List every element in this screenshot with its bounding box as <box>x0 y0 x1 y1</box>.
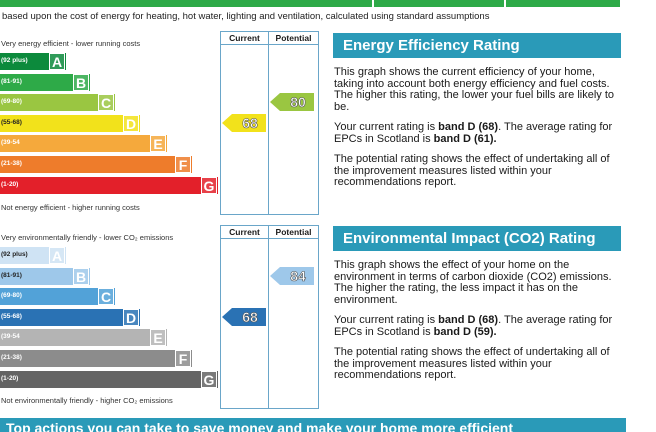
current-rating-arrow: 68 <box>222 307 266 326</box>
panel-paragraph-1: This graph shows the current efficiency … <box>334 66 615 113</box>
band-letter: B <box>73 73 89 91</box>
text-run: Your current rating is <box>334 314 439 326</box>
current-rating-value: 68 <box>242 114 258 131</box>
band-range: (39-54 <box>1 333 20 341</box>
chart-frame: Current Potential <box>220 31 319 215</box>
average-band-text: band D (59). <box>433 325 497 338</box>
text-run: Your current rating is <box>334 121 439 133</box>
rating-band-d: (55-68) D <box>0 114 140 132</box>
band-range: (69-80) <box>1 292 22 300</box>
chart-bottom-label: Not environmentally friendly - higher CO… <box>1 396 173 405</box>
arrow-shape <box>222 113 266 132</box>
band-range: (39-54 <box>1 139 20 147</box>
panel-title: Environmental Impact (CO2) Rating <box>333 226 621 251</box>
intro-text: based upon the cost of energy for heatin… <box>2 11 490 22</box>
top-color-strip <box>0 0 656 8</box>
rating-band-b: (81-91) B <box>0 267 90 285</box>
band-range: (92 plus) <box>1 57 28 64</box>
rating-band-b: (81-91) B <box>0 73 90 91</box>
rating-band-a: (92 plus) A <box>0 53 66 70</box>
potential-rating-value: 80 <box>290 94 306 111</box>
rating-band-c: (69-80) C <box>0 94 115 112</box>
band-range: (1-20) <box>1 374 19 382</box>
column-separator <box>268 225 269 408</box>
band-range: (69-80) <box>1 98 22 106</box>
band-range: (21-38) <box>1 354 22 361</box>
band-letter: B <box>73 267 89 285</box>
rating-band-g: (1-20) G <box>0 176 218 194</box>
bottom-banner: Top actions you can take to save money a… <box>0 418 626 432</box>
band-letter: C <box>98 94 114 112</box>
band-range: (55-68) <box>1 312 22 320</box>
potential-column-header: Potential <box>269 225 318 239</box>
chart-bottom-label: Not energy efficient - higher running co… <box>1 203 140 212</box>
average-band-text: band D (61). <box>433 132 497 145</box>
band-letter: E <box>150 135 166 153</box>
panel-paragraph-3: The potential rating shows the effect of… <box>334 153 610 188</box>
band-letter: C <box>98 288 114 306</box>
energy-efficiency-panel: Energy Efficiency Rating This graph show… <box>333 33 621 189</box>
band-letter: G <box>201 176 217 194</box>
column-separator <box>268 31 269 214</box>
rating-band-e: (39-54 E <box>0 329 167 347</box>
panel-paragraph-2: Your current rating is band D (68). The … <box>334 314 621 338</box>
current-column-header: Current <box>221 31 268 45</box>
band-letter: A <box>49 53 65 70</box>
band-letter: D <box>123 308 139 326</box>
band-letter: F <box>175 156 191 173</box>
rating-band-d: (55-68) D <box>0 308 140 326</box>
arrow-shape <box>270 93 314 112</box>
rating-band-a: (92 plus) A <box>0 247 66 264</box>
chart-top-label: Very environmentally friendly - lower CO… <box>1 233 174 242</box>
current-column-header: Current <box>221 225 268 239</box>
rating-band-f: (21-38) F <box>0 156 192 173</box>
current-rating-arrow: 68 <box>222 113 266 132</box>
potential-rating-arrow: 80 <box>270 93 314 112</box>
panel-paragraph-3: The potential rating shows the effect of… <box>334 346 610 381</box>
environmental-impact-panel: Environmental Impact (CO2) Rating This g… <box>333 226 621 382</box>
potential-rating-value: 84 <box>290 267 306 284</box>
strip-segment-green <box>0 0 372 7</box>
band-range: (1-20) <box>1 180 19 188</box>
energy-efficiency-chart: Current Potential Very energy efficient … <box>0 31 319 215</box>
arrow-shape <box>270 266 314 285</box>
rating-band-e: (39-54 E <box>0 135 167 153</box>
current-band-text: band D (68) <box>438 121 499 133</box>
band-range: (55-68) <box>1 118 22 126</box>
strip-segment-green-2 <box>374 0 504 7</box>
rating-band-c: (69-80) C <box>0 288 115 306</box>
panel-paragraph-1: This graph shows the effect of your home… <box>334 259 612 306</box>
current-rating-value: 68 <box>242 308 258 325</box>
band-range: (81-91) <box>1 271 22 279</box>
band-letter: G <box>201 370 217 388</box>
potential-rating-arrow: 84 <box>270 266 314 285</box>
text-run: . The average rating for EPCs in Scotlan… <box>334 314 613 338</box>
chart-frame: Current Potential <box>220 225 319 409</box>
band-range: (81-91) <box>1 77 22 85</box>
arrow-shape <box>222 307 266 326</box>
band-range: (92 plus) <box>1 251 28 258</box>
strip-segment-green-3 <box>506 0 620 7</box>
rating-band-g: (1-20) G <box>0 370 218 388</box>
environmental-impact-chart: Current Potential Very environmentally f… <box>0 225 319 409</box>
chart-top-label: Very energy efficient - lower running co… <box>1 39 141 48</box>
band-letter: D <box>123 114 139 132</box>
band-letter: E <box>150 329 166 347</box>
panel-paragraph-2: Your current rating is band D (68). The … <box>334 121 621 145</box>
panel-title: Energy Efficiency Rating <box>333 33 621 58</box>
band-range: (21-38) <box>1 160 22 167</box>
potential-column-header: Potential <box>269 31 318 45</box>
current-band-text: band D (68) <box>438 314 499 326</box>
band-letter: F <box>175 350 191 367</box>
text-run: . The average rating for EPCs in Scotlan… <box>334 121 613 145</box>
rating-band-f: (21-38) F <box>0 350 192 367</box>
band-letter: A <box>49 247 65 264</box>
